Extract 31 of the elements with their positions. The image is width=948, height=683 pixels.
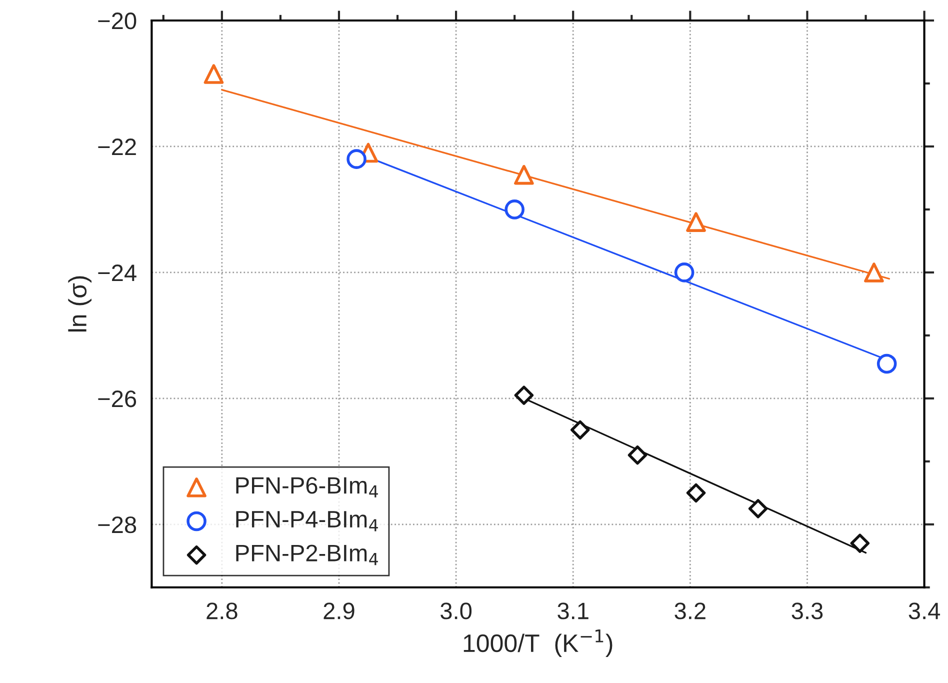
point bbox=[686, 483, 706, 503]
x-axis-title: 1000/T (K$^{−1}$) bbox=[464, 630, 612, 658]
y-tick-label: −24 bbox=[98, 264, 136, 281]
x-tick-label: 3.1 bbox=[558, 602, 588, 620]
y-tick-label: −22 bbox=[98, 138, 136, 156]
point bbox=[674, 262, 694, 282]
legend-label: PFN-P2-BIm$_{4}$ bbox=[236, 544, 378, 566]
y-tick-label: −28 bbox=[98, 516, 136, 534]
point bbox=[628, 446, 648, 465]
point bbox=[514, 386, 534, 405]
point bbox=[864, 262, 884, 282]
legend-label: PFN-P4-BIm$_{4}$ bbox=[236, 511, 378, 532]
point bbox=[514, 164, 534, 185]
y-tick-label: −26 bbox=[98, 390, 136, 408]
point bbox=[346, 149, 366, 169]
x-tick-label: 2.9 bbox=[324, 602, 354, 620]
y-axis-title: ln (σ) bbox=[68, 276, 92, 332]
point bbox=[876, 354, 897, 374]
x-tick-label: 3.0 bbox=[440, 602, 472, 620]
x-tick-label: 3.4 bbox=[908, 602, 940, 620]
point bbox=[504, 200, 524, 220]
y-tick-label: −20 bbox=[98, 12, 136, 30]
point bbox=[748, 499, 768, 518]
x-tick-label: 2.8 bbox=[206, 602, 238, 620]
x-tick-label: 3.3 bbox=[792, 602, 823, 620]
point bbox=[850, 534, 870, 553]
legend-label: PFN-P6-BIm$_{4}$ bbox=[236, 477, 378, 498]
point bbox=[570, 420, 590, 440]
x-tick-label: 3.2 bbox=[674, 602, 706, 620]
point bbox=[204, 64, 224, 84]
point bbox=[686, 212, 706, 232]
